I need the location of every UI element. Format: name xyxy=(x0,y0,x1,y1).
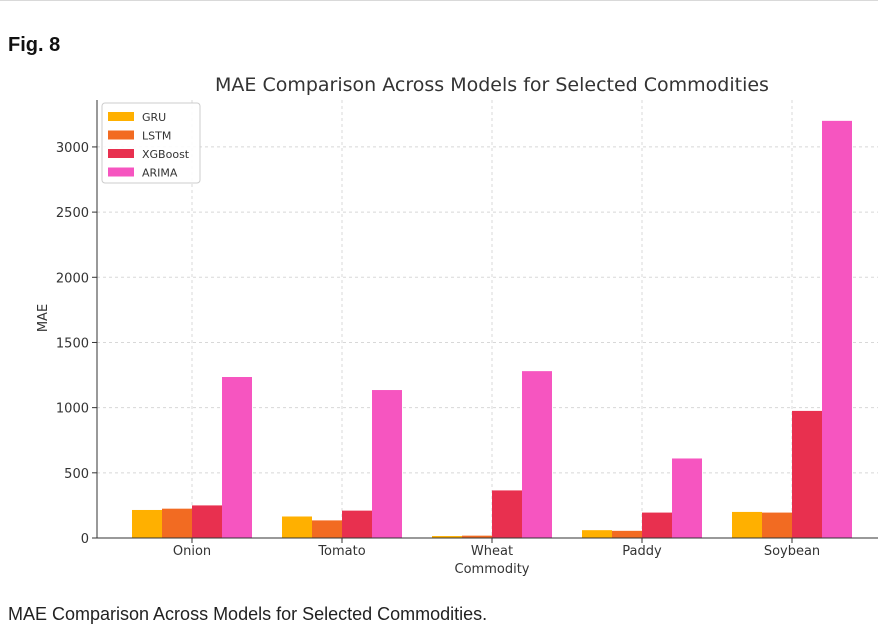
bar-gru-tomato xyxy=(282,516,312,538)
bar-lstm-tomato xyxy=(312,520,342,538)
bar-xgboost-soybean xyxy=(792,410,822,538)
bar-lstm-soybean xyxy=(762,512,792,538)
y-tick-label: 3000 xyxy=(56,141,89,156)
y-tick-label: 2000 xyxy=(56,271,89,286)
legend-label-arima: ARIMA xyxy=(142,167,178,180)
figure-label: Fig. 8 xyxy=(8,34,61,56)
legend-label-lstm: LSTM xyxy=(142,130,171,143)
y-tick-label: 1500 xyxy=(56,336,89,351)
bar-lstm-onion xyxy=(162,508,192,538)
legend-label-xgboost: XGBoost xyxy=(142,148,190,161)
legend: GRU LSTM XGBoost ARIMA xyxy=(101,102,201,184)
legend-swatch-lstm xyxy=(108,130,134,140)
chart-title: MAE Comparison Across Models for Selecte… xyxy=(215,74,769,96)
ticks-layer: 0 500 1000 1500 2000 2500 3000 Onion Tomato Wheat… xyxy=(56,141,820,559)
x-axis-label: Commodity xyxy=(455,562,530,577)
bar-xgboost-tomato xyxy=(342,510,372,538)
y-tick-label: 500 xyxy=(64,467,89,482)
bar-gru-soybean xyxy=(732,511,762,538)
y-axis-label: MAE xyxy=(36,304,51,332)
figure-caption: MAE Comparison Across Models for Selecte… xyxy=(8,604,488,624)
bar-xgboost-wheat xyxy=(492,490,522,538)
y-tick-label: 1000 xyxy=(56,402,89,417)
legend-swatch-arima xyxy=(108,167,134,177)
bar-xgboost-onion xyxy=(192,505,222,538)
top-divider xyxy=(0,0,878,1)
x-tick-label: Paddy xyxy=(622,544,662,559)
legend-label-gru: GRU xyxy=(142,111,166,124)
legend-box xyxy=(101,102,201,184)
y-tick-label: 2500 xyxy=(56,206,89,221)
axes-layer xyxy=(96,100,878,539)
bar-arima-onion xyxy=(222,377,252,538)
bar-arima-tomato xyxy=(372,390,402,538)
bar-gru-wheat xyxy=(432,536,462,538)
bar-arima-wheat xyxy=(522,371,552,538)
legend-swatch-gru xyxy=(108,112,134,121)
bar-gru-onion xyxy=(132,509,162,538)
grid-layer xyxy=(97,100,878,538)
x-tick-label: Wheat xyxy=(471,544,513,559)
x-tick-label: Onion xyxy=(173,544,211,559)
bar-arima-soybean xyxy=(822,120,852,538)
bar-lstm-wheat xyxy=(462,535,492,538)
bar-lstm-paddy xyxy=(612,530,642,538)
x-tick-label: Soybean xyxy=(764,544,820,559)
mae-bar-chart: MAE Comparison Across Models for Selecte… xyxy=(36,74,878,577)
x-tick-label: Tomato xyxy=(317,544,365,559)
legend-swatch-xgboost xyxy=(108,149,134,158)
bar-gru-paddy xyxy=(582,530,612,538)
bar-arima-paddy xyxy=(672,458,702,538)
y-tick-label: 0 xyxy=(81,532,89,547)
bar-xgboost-paddy xyxy=(642,512,672,538)
bars-layer xyxy=(132,120,852,538)
